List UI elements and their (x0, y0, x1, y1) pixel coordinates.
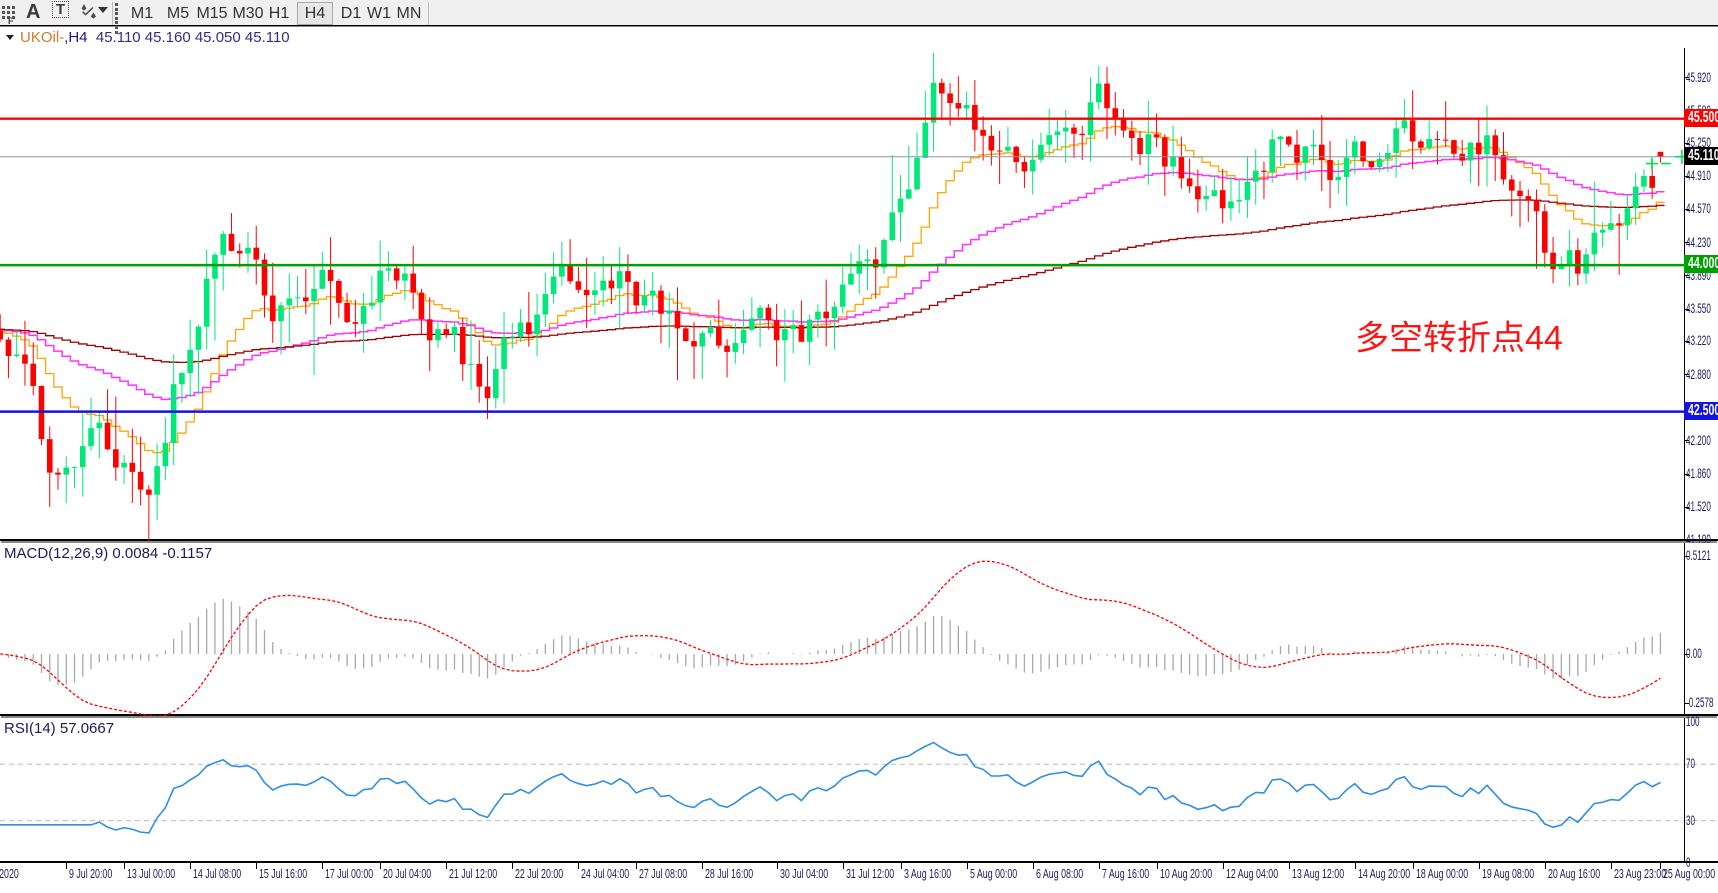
svg-text:多空转折点44: 多空转折点44 (1355, 319, 1563, 357)
